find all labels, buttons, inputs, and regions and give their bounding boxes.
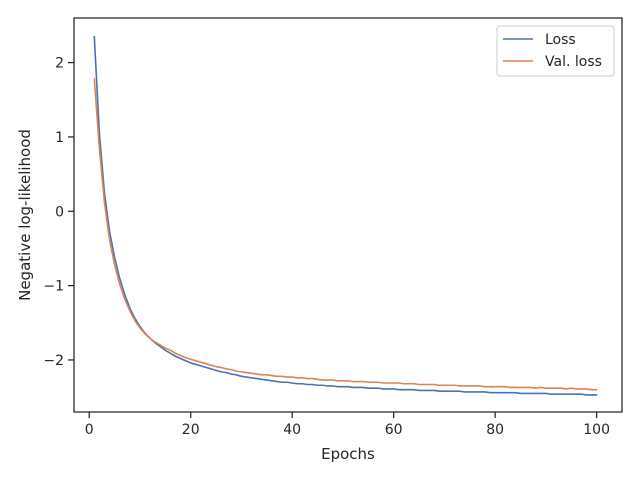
x-tick-label: 40 bbox=[283, 422, 301, 438]
y-tick-label: −1 bbox=[43, 279, 64, 295]
x-tick-label: 0 bbox=[85, 422, 94, 438]
legend: Loss Val. loss bbox=[496, 25, 615, 77]
y-tick-label: 1 bbox=[55, 130, 64, 146]
series-layer bbox=[93, 35, 598, 396]
x-tick-label: 100 bbox=[583, 422, 610, 438]
y-axis-label: Negative log-likelihood bbox=[16, 129, 34, 301]
y-tick-label: 2 bbox=[55, 56, 64, 72]
legend-label-loss: Loss bbox=[545, 32, 576, 48]
y-tick-label: 0 bbox=[55, 204, 64, 220]
legend-label-val-loss: Val. loss bbox=[545, 54, 602, 70]
x-tick-label: 20 bbox=[182, 422, 200, 438]
x-tick-label: 80 bbox=[486, 422, 504, 438]
x-axis-label: Epochs bbox=[321, 445, 375, 463]
plot-area-frame bbox=[73, 17, 623, 413]
x-axis-ticks: 0 20 40 60 80 100 bbox=[85, 412, 610, 438]
series-line-val-loss bbox=[93, 78, 598, 391]
series-line-loss bbox=[93, 35, 598, 396]
y-tick-label: −2 bbox=[43, 353, 64, 369]
y-axis-ticks: −2 −1 0 1 2 bbox=[43, 56, 74, 369]
x-tick-label: 60 bbox=[385, 422, 403, 438]
